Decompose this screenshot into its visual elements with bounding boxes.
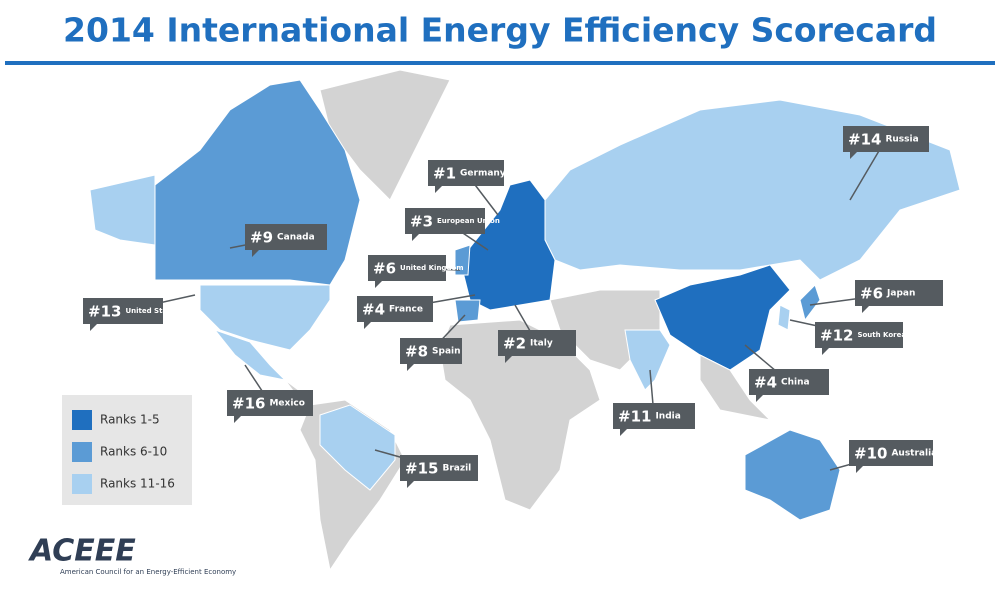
- title: 2014 International Energy Efficiency Sco…: [63, 11, 937, 50]
- label-box: [613, 403, 695, 436]
- country: Japan: [886, 289, 915, 299]
- logo-name: ACEEE: [28, 534, 136, 569]
- country-label: #1 Germany: [428, 160, 506, 216]
- label-box: [855, 280, 943, 313]
- world-map: [89, 69, 961, 572]
- label-box: [849, 440, 933, 473]
- rank: #6: [373, 260, 396, 278]
- legend-swatch: [72, 474, 92, 494]
- rank: #2: [503, 335, 526, 353]
- country: India: [655, 412, 680, 422]
- logo-tagline: American Council for an Energy-Efficient…: [60, 568, 236, 576]
- country-label: #6 Japan: [809, 280, 943, 313]
- country-label: #11 India: [613, 369, 695, 436]
- country-label: #4 France: [357, 294, 476, 329]
- label-box: [815, 322, 903, 355]
- rank: #15: [405, 460, 438, 478]
- country-labels: #1 Germany #3 European Union #6 United Kingdo…: [83, 126, 943, 488]
- country: European Union: [437, 217, 500, 225]
- country-label: #15 Brazil: [374, 449, 478, 488]
- country-label: #6 United Kingdom: [368, 255, 464, 288]
- country: South Korea: [857, 331, 906, 339]
- label-box: [83, 298, 163, 331]
- label-box: [227, 390, 313, 423]
- country-label: #13 United States: [83, 294, 196, 331]
- label-box: [368, 255, 446, 288]
- label-box: [843, 126, 929, 159]
- country: United States: [125, 307, 179, 315]
- label-box: [749, 369, 829, 402]
- rank: #11: [618, 408, 651, 426]
- country: Australia: [891, 449, 937, 459]
- country: Germany: [460, 169, 506, 179]
- title-rule: [5, 61, 995, 65]
- rank: #16: [232, 395, 265, 413]
- country: France: [389, 305, 423, 315]
- country-label: #10 Australia: [829, 440, 937, 473]
- rank: #10: [854, 445, 887, 463]
- logo: ACEEE American Council for an Energy-Eff…: [28, 534, 236, 577]
- rank: #9: [250, 229, 273, 247]
- rank: #13: [88, 303, 121, 321]
- country-label: #9 Canada: [229, 224, 327, 257]
- country: Brazil: [442, 464, 471, 474]
- rank: #1: [433, 165, 456, 183]
- country: Russia: [885, 135, 918, 145]
- rank: #14: [848, 131, 881, 149]
- legend-swatch: [72, 410, 92, 430]
- rank: #6: [860, 285, 883, 303]
- legend-label: Ranks 6-10: [100, 445, 167, 459]
- legend-label: Ranks 11-16: [100, 477, 175, 491]
- label-box: [498, 330, 576, 363]
- label-box: [245, 224, 327, 257]
- country: United Kingdom: [400, 264, 464, 272]
- country-label: #8 Spain: [400, 314, 466, 371]
- country: China: [781, 378, 810, 388]
- rank: #4: [362, 301, 385, 319]
- country: Canada: [277, 233, 315, 243]
- country: Italy: [530, 339, 553, 349]
- country: Mexico: [269, 399, 304, 409]
- country-label: #14 Russia: [843, 126, 929, 201]
- label-box: [357, 296, 433, 329]
- legend-label: Ranks 1-5: [100, 413, 160, 427]
- label-box: [400, 338, 462, 371]
- country-label: #12 South Korea: [789, 319, 906, 355]
- country-label: #3 European Union: [405, 208, 500, 251]
- rank: #12: [820, 327, 853, 345]
- country-label: #4 China: [744, 344, 829, 402]
- rank: #8: [405, 343, 428, 361]
- rank: #4: [754, 374, 777, 392]
- rank: #3: [410, 213, 433, 231]
- label-box: [405, 208, 485, 241]
- country: Spain: [432, 347, 461, 357]
- legend-swatch: [72, 442, 92, 462]
- label-box: [400, 455, 478, 488]
- country-label: #16 Mexico: [227, 364, 313, 423]
- country-label: #2 Italy: [498, 304, 576, 363]
- label-box: [428, 160, 504, 193]
- legend: Ranks 1-5 Ranks 6-10 Ranks 11-16: [72, 410, 175, 494]
